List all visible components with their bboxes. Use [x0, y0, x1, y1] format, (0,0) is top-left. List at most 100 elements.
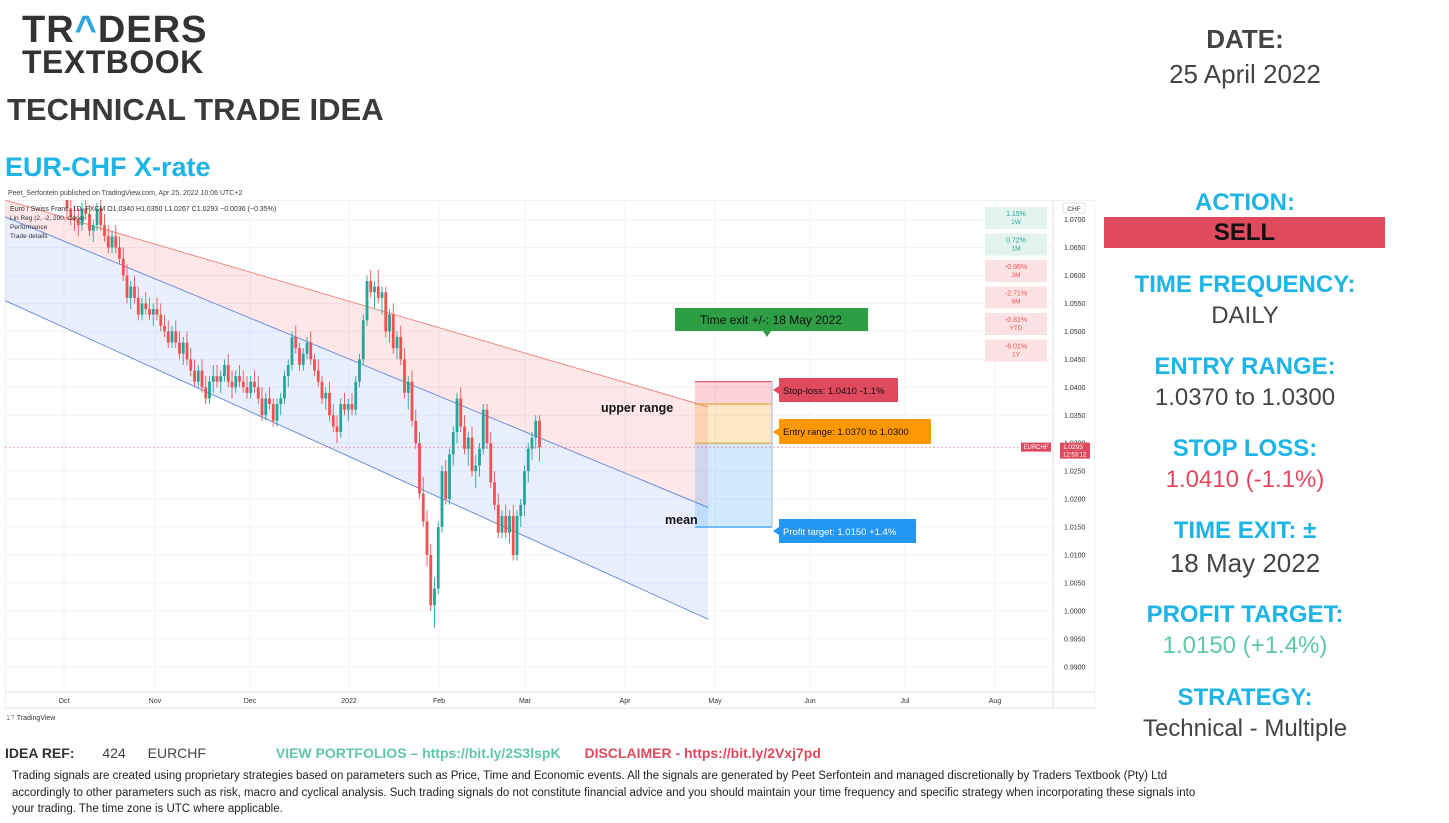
performance-cell [985, 339, 1047, 362]
candle-body [73, 216, 76, 220]
y-tick-layer: 1.0700 1.0650 1.0600 1.0550 1.0500 1.0450 1.04… [1064, 217, 1086, 671]
candle-body [200, 370, 204, 388]
x-tick-label: Mar [519, 698, 532, 705]
channel-lower-fill [5, 216, 709, 620]
performance-cell [985, 233, 1047, 256]
candle-body [249, 381, 253, 393]
upper-range-annotation: upper range [601, 401, 673, 415]
candle-body [290, 336, 294, 365]
candle-body [508, 515, 511, 533]
candle-body [234, 376, 238, 388]
time-exit-label: TIME EXIT: ± [1173, 517, 1317, 544]
stop-loss-label: STOP LOSS: [1172, 435, 1318, 462]
candle-body [88, 213, 91, 231]
footer-disclaimer-text: Trading signals are created using propri… [12, 768, 1302, 818]
candle-body [474, 465, 478, 472]
candle-body [103, 225, 106, 237]
channel-lower-line [4, 300, 709, 620]
time-exit-value: 18 May 2022 [1169, 548, 1321, 578]
strategy-value: Technical - Multiple [1142, 715, 1348, 742]
candle-body [470, 437, 474, 472]
candle-body [448, 454, 451, 500]
candle-body [421, 493, 425, 522]
view-portfolios-link[interactable]: VIEW PORTFOLIOS – https://bit.ly/2S3lspK [275, 745, 561, 761]
candle-body [286, 364, 290, 377]
chart-frame [4, 199, 1096, 709]
x-tick-label: Oct [59, 698, 70, 705]
candle-body [204, 387, 208, 399]
symbol-info: Euro / Swiss Franc, 1D, FXCM O1.0340 H1.… [10, 206, 276, 213]
candle-body [388, 314, 391, 332]
entry-range-label: ENTRY RANGE: [1154, 353, 1336, 380]
performance-layer: 1.15%1W 0.72%1M -0.86%3M -2.71%6M -0.81%YTD -… [985, 207, 1047, 362]
x-tick-label: Nov [149, 698, 162, 705]
candle-body [436, 527, 440, 589]
candle-body [99, 208, 103, 226]
doc-title: TECHNICAL TRADE IDEA [7, 92, 384, 127]
candle-body [110, 236, 114, 248]
y-tick-label: 0.9950 [1064, 636, 1086, 643]
candle-body [185, 342, 189, 360]
candle-body [391, 314, 395, 349]
candle-body [534, 420, 538, 438]
entry-range-value: 1.0370 to 1.0300 [1154, 384, 1336, 411]
indicator-performance: Performance [10, 224, 48, 231]
candle-body [294, 336, 298, 349]
currency-box [1062, 202, 1086, 214]
candle-body [144, 303, 148, 310]
candle-body [253, 381, 256, 388]
y-tick-label: 1.0600 [1064, 273, 1086, 280]
candle-body [181, 342, 185, 354]
action-label: ACTION: [1195, 189, 1295, 216]
candle-body [373, 286, 376, 293]
candle-body [433, 588, 436, 606]
candle-body [361, 320, 365, 360]
candle-body [125, 275, 129, 298]
time-exit-callout-pointer [763, 331, 771, 337]
candle-body [358, 359, 361, 382]
candle-body [65, 197, 69, 209]
candle-body [268, 398, 271, 405]
candle-body [76, 219, 80, 226]
candle-body [166, 331, 170, 343]
candle-body [478, 448, 481, 466]
candle-body [320, 381, 324, 399]
candle-body [414, 420, 418, 444]
candle-body [196, 370, 200, 382]
candle-body [245, 387, 249, 393]
currency-label: CHF [1067, 206, 1080, 213]
candle-body [418, 443, 421, 494]
footer-ref-row: IDEA REF: 424 EURCHF VIEW PORTFOLIOS – h… [5, 745, 821, 761]
candle-body [80, 208, 84, 226]
profit-target-label: PROFIT TARGET: [1146, 601, 1344, 628]
y-tick-label: 1.0200 [1064, 497, 1086, 504]
channel-upper-fill [5, 200, 709, 508]
candle-body [129, 286, 133, 298]
disclaimer-link[interactable]: DISCLAIMER - https://bit.ly/2Vxj7pd [584, 745, 821, 761]
candle-body [208, 381, 211, 399]
performance-value: -0.86% [1005, 264, 1027, 271]
y-tick-label: 1.0350 [1064, 413, 1086, 420]
strategy-label: STRATEGY: [1177, 684, 1313, 711]
candle-body [489, 443, 493, 483]
x-tick-label: 2022 [341, 698, 357, 705]
y-tick-label: 1.0250 [1064, 469, 1086, 476]
candle-body [369, 281, 373, 293]
candle-body [384, 292, 388, 332]
candle-body [410, 381, 414, 421]
time-frequency-value: DAILY [1211, 302, 1279, 329]
candle-body [159, 314, 163, 326]
x-tick-label: Feb [433, 698, 445, 705]
chart-svg: 1.0700 1.0650 1.0600 1.0550 1.0500 1.0450 1.04… [4, 186, 1096, 722]
candle-body [219, 376, 223, 382]
x-tick-label: Dec [244, 698, 257, 705]
idea-ref-pair: EURCHF [147, 745, 206, 761]
candle-body [298, 348, 301, 365]
entry-range-callout-pointer [773, 428, 779, 436]
candle-body [91, 225, 95, 231]
brand-caret: ^ [74, 9, 98, 51]
y-tick-label: 0.9900 [1064, 664, 1086, 671]
time-exit-callout-text: Time exit +/-: 18 May 2022 [700, 313, 842, 327]
performance-cell [985, 313, 1047, 335]
candle-body [264, 398, 268, 416]
